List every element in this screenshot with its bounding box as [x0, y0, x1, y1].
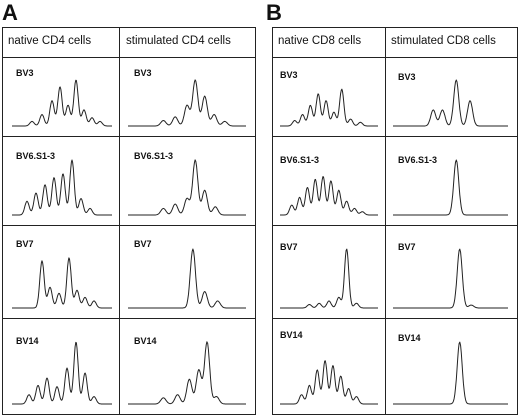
- trace-line: [12, 159, 112, 216]
- trace-line: [128, 159, 246, 216]
- panel-a-header-divider: [2, 57, 256, 58]
- panel-b-row-label-stimulated: BV6.S1-3: [398, 155, 438, 165]
- trace-line: [280, 248, 378, 309]
- panel-letter-b: B: [266, 0, 282, 25]
- panel-a-grid: [2, 27, 256, 415]
- panel-a-row-label-native: BV14: [16, 336, 39, 346]
- trace-line: [12, 257, 112, 309]
- panel-b-row-label-stimulated: BV14: [398, 333, 421, 343]
- panel-letter-a: A: [2, 0, 18, 25]
- panel-b-column-header-native: native CD8 cells: [278, 35, 362, 47]
- panel-a-row-label-stimulated: BV6.S1-3: [134, 151, 174, 161]
- panel-a-row-divider: [2, 318, 256, 319]
- trace-line: [12, 79, 112, 127]
- panel-a-column-header-stimulated: stimulated CD4 cells: [126, 35, 231, 47]
- trace-line: [393, 79, 508, 127]
- trace-line: [280, 88, 378, 127]
- panel-a-row-label-native: BV6.S1-3: [16, 151, 56, 161]
- panel-b-row-label-stimulated: BV7: [398, 242, 416, 252]
- panel-a-row-label-native: BV3: [16, 68, 34, 78]
- panel-b-row-label-native: BV6.S1-3: [280, 155, 320, 165]
- panel-b-row-label-native: BV7: [280, 242, 298, 252]
- panel-a-row-label-stimulated: BV14: [134, 336, 157, 346]
- trace-line: [280, 360, 378, 405]
- trace-line: [128, 341, 246, 405]
- trace-line: [393, 248, 508, 309]
- panel-a-row-label-stimulated: BV7: [134, 239, 152, 249]
- panel-a-row-divider: [2, 225, 256, 226]
- trace-line: [12, 341, 112, 405]
- panel-a-column-divider: [119, 27, 120, 415]
- trace-line: [128, 248, 246, 309]
- trace-line: [393, 341, 508, 405]
- panel-b-row-divider: [272, 225, 518, 226]
- trace-line: [393, 159, 508, 216]
- panel-a-row-divider: [2, 136, 256, 137]
- panel-b-row-divider: [272, 136, 518, 137]
- panel-a-row-label-stimulated: BV3: [134, 68, 152, 78]
- panel-b-grid: [272, 27, 518, 415]
- panel-b-row-divider: [272, 318, 518, 319]
- panel-b-row-label-stimulated: BV3: [398, 72, 416, 82]
- panel-a-column-header-native: native CD4 cells: [8, 35, 92, 47]
- panel-b-header-divider: [272, 57, 518, 58]
- panel-b-column-header-stimulated: stimulated CD8 cells: [391, 35, 496, 47]
- panel-b-column-divider: [385, 27, 386, 415]
- panel-b-row-label-native: BV3: [280, 70, 298, 80]
- trace-line: [128, 79, 246, 127]
- trace-line: [280, 176, 378, 216]
- panel-b-row-label-native: BV14: [280, 330, 303, 340]
- panel-a-row-label-native: BV7: [16, 239, 34, 249]
